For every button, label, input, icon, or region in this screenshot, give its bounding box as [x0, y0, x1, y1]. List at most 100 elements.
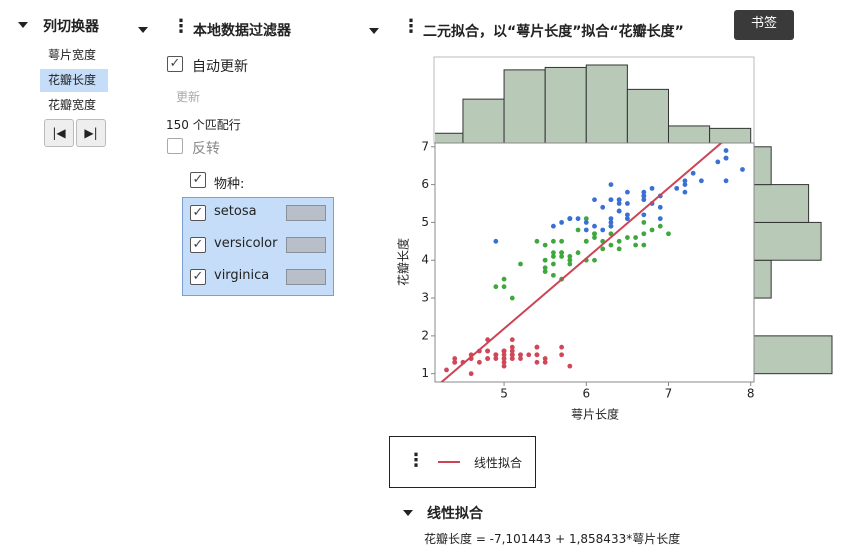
x-tick-label: 6 [582, 387, 590, 401]
point [509, 337, 515, 343]
point [608, 242, 614, 248]
x-tick-label: 5 [500, 387, 508, 401]
point [542, 356, 548, 361]
bookmark-button[interactable]: 书签 [734, 10, 794, 40]
point [501, 359, 507, 365]
collapse-icon[interactable] [369, 28, 379, 34]
point [559, 220, 565, 225]
point [575, 227, 581, 233]
column-item[interactable]: 花瓣长度 [40, 69, 108, 92]
y-tick-label: 3 [421, 291, 429, 305]
point [518, 352, 523, 358]
point [567, 216, 573, 222]
legend-line [438, 461, 460, 463]
section-title: 线性拟合 [427, 506, 483, 522]
point [624, 216, 630, 222]
point [608, 182, 614, 187]
point [493, 238, 499, 244]
point [509, 356, 515, 361]
point [534, 352, 540, 358]
point [723, 178, 729, 184]
column-item[interactable]: 花瓣宽度 [48, 98, 97, 112]
point [493, 356, 499, 361]
point [633, 242, 639, 248]
point [641, 212, 647, 218]
point [567, 254, 573, 259]
level-swatch[interactable] [286, 237, 326, 253]
point [542, 269, 548, 274]
collapse-icon[interactable] [18, 22, 28, 28]
point [550, 238, 556, 244]
next-button[interactable]: ▶| [76, 119, 106, 147]
point [559, 344, 565, 350]
point [682, 182, 688, 187]
checkbox[interactable]: ✓ [167, 56, 183, 72]
update-button[interactable]: 更新 [176, 90, 201, 104]
point [575, 250, 581, 256]
histogram-bar [709, 127, 752, 144]
y-tick-label: 2 [421, 328, 429, 342]
chart-title: 二元拟合，以“萼片长度”拟合“花瓣长度” [423, 24, 684, 40]
point [493, 284, 499, 290]
point [608, 223, 614, 229]
legend-label: 线性拟合 [474, 456, 523, 470]
checkbox[interactable]: ✓ [190, 172, 206, 188]
y-tick-label: 5 [421, 215, 429, 229]
point [600, 246, 606, 252]
checkbox[interactable]: ✓ [190, 237, 206, 253]
level-label: versicolor [214, 236, 278, 251]
point [452, 359, 458, 365]
point [501, 356, 507, 361]
y-tick-label: 1 [421, 366, 429, 380]
point [723, 155, 729, 161]
level-swatch[interactable] [286, 269, 326, 285]
point [600, 204, 606, 210]
point [485, 356, 491, 361]
level-swatch[interactable] [286, 205, 326, 221]
point [616, 208, 622, 214]
point [682, 189, 688, 195]
point [526, 352, 532, 358]
point [509, 352, 515, 358]
point [501, 276, 507, 282]
y-tick-label: 4 [421, 253, 429, 267]
match-count: 150 个匹配行 [166, 118, 241, 132]
point [559, 238, 565, 244]
column-item[interactable]: 萼片宽度 [48, 48, 97, 62]
top-histogram [435, 64, 752, 144]
point [682, 178, 688, 184]
point [624, 201, 630, 206]
point [740, 167, 745, 172]
point [600, 227, 606, 233]
point [559, 352, 565, 358]
checkbox[interactable] [167, 138, 183, 154]
plot: 5 6 7 8 1 2 3 4 5 6 7 [421, 64, 833, 401]
point [509, 344, 515, 350]
checkbox-label: 物种: [214, 177, 245, 192]
point [501, 352, 507, 358]
collapse-icon[interactable] [138, 27, 148, 33]
point [518, 261, 523, 267]
histogram-bar [753, 184, 810, 223]
point [649, 227, 655, 233]
point [624, 212, 630, 218]
point [641, 231, 647, 237]
checkbox[interactable]: ✓ [190, 269, 206, 285]
first-button[interactable]: |◀ [44, 119, 74, 147]
legend-box [389, 436, 536, 488]
fit-line [440, 143, 723, 382]
point [501, 284, 507, 290]
point [657, 223, 663, 229]
point [690, 170, 696, 176]
point [567, 363, 573, 369]
point [649, 185, 655, 191]
collapse-icon[interactable] [403, 510, 413, 516]
point [583, 238, 589, 244]
level-label: virginica [214, 268, 270, 283]
point [592, 231, 597, 237]
x-tick-label: 7 [665, 387, 673, 401]
point [641, 193, 647, 199]
checkbox[interactable]: ✓ [190, 205, 206, 221]
point [616, 238, 622, 244]
